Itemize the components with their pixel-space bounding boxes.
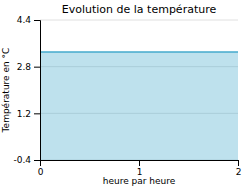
tick-label: 1.2 [17,109,31,119]
grid-line [40,20,238,21]
tick-mark [34,113,40,114]
y-axis: -0.4 1.2 2.8 4.4 [13,15,40,165]
x-label: heure par heure [103,176,176,186]
grid [40,20,238,160]
plot: 0 1 2 -0.4 1.2 2.8 4.4 [13,15,241,177]
axis-line [34,21,41,161]
tick-label: 2.8 [17,62,32,72]
tick-label: 2 [236,167,242,177]
tick: 2 [236,160,242,177]
line [40,51,238,53]
y-label: Température en °C [1,48,11,134]
tick-label: 4.4 [17,15,32,25]
marks [40,52,238,160]
tick-label: -0.4 [13,155,31,165]
tick: 4.4 [17,15,40,25]
tick: 1.2 [17,109,40,119]
x-axis: 0 1 2 [38,160,242,177]
tick-mark [34,20,40,21]
tick: 2.8 [17,62,40,72]
tick-mark [238,160,239,166]
tick: 1 [137,160,143,177]
tick-mark [34,160,40,161]
tick-mark [34,67,40,68]
area [40,52,238,160]
tick-mark [139,160,140,166]
tick: -0.4 [13,155,40,165]
chart: 0 1 2 -0.4 1.2 2.8 4.4 Evolution de la températ… [0,0,250,188]
tick-label: 0 [38,167,44,177]
tick: 0 [38,160,44,177]
axis-line [41,161,239,167]
title: Evolution de la température [62,3,217,16]
